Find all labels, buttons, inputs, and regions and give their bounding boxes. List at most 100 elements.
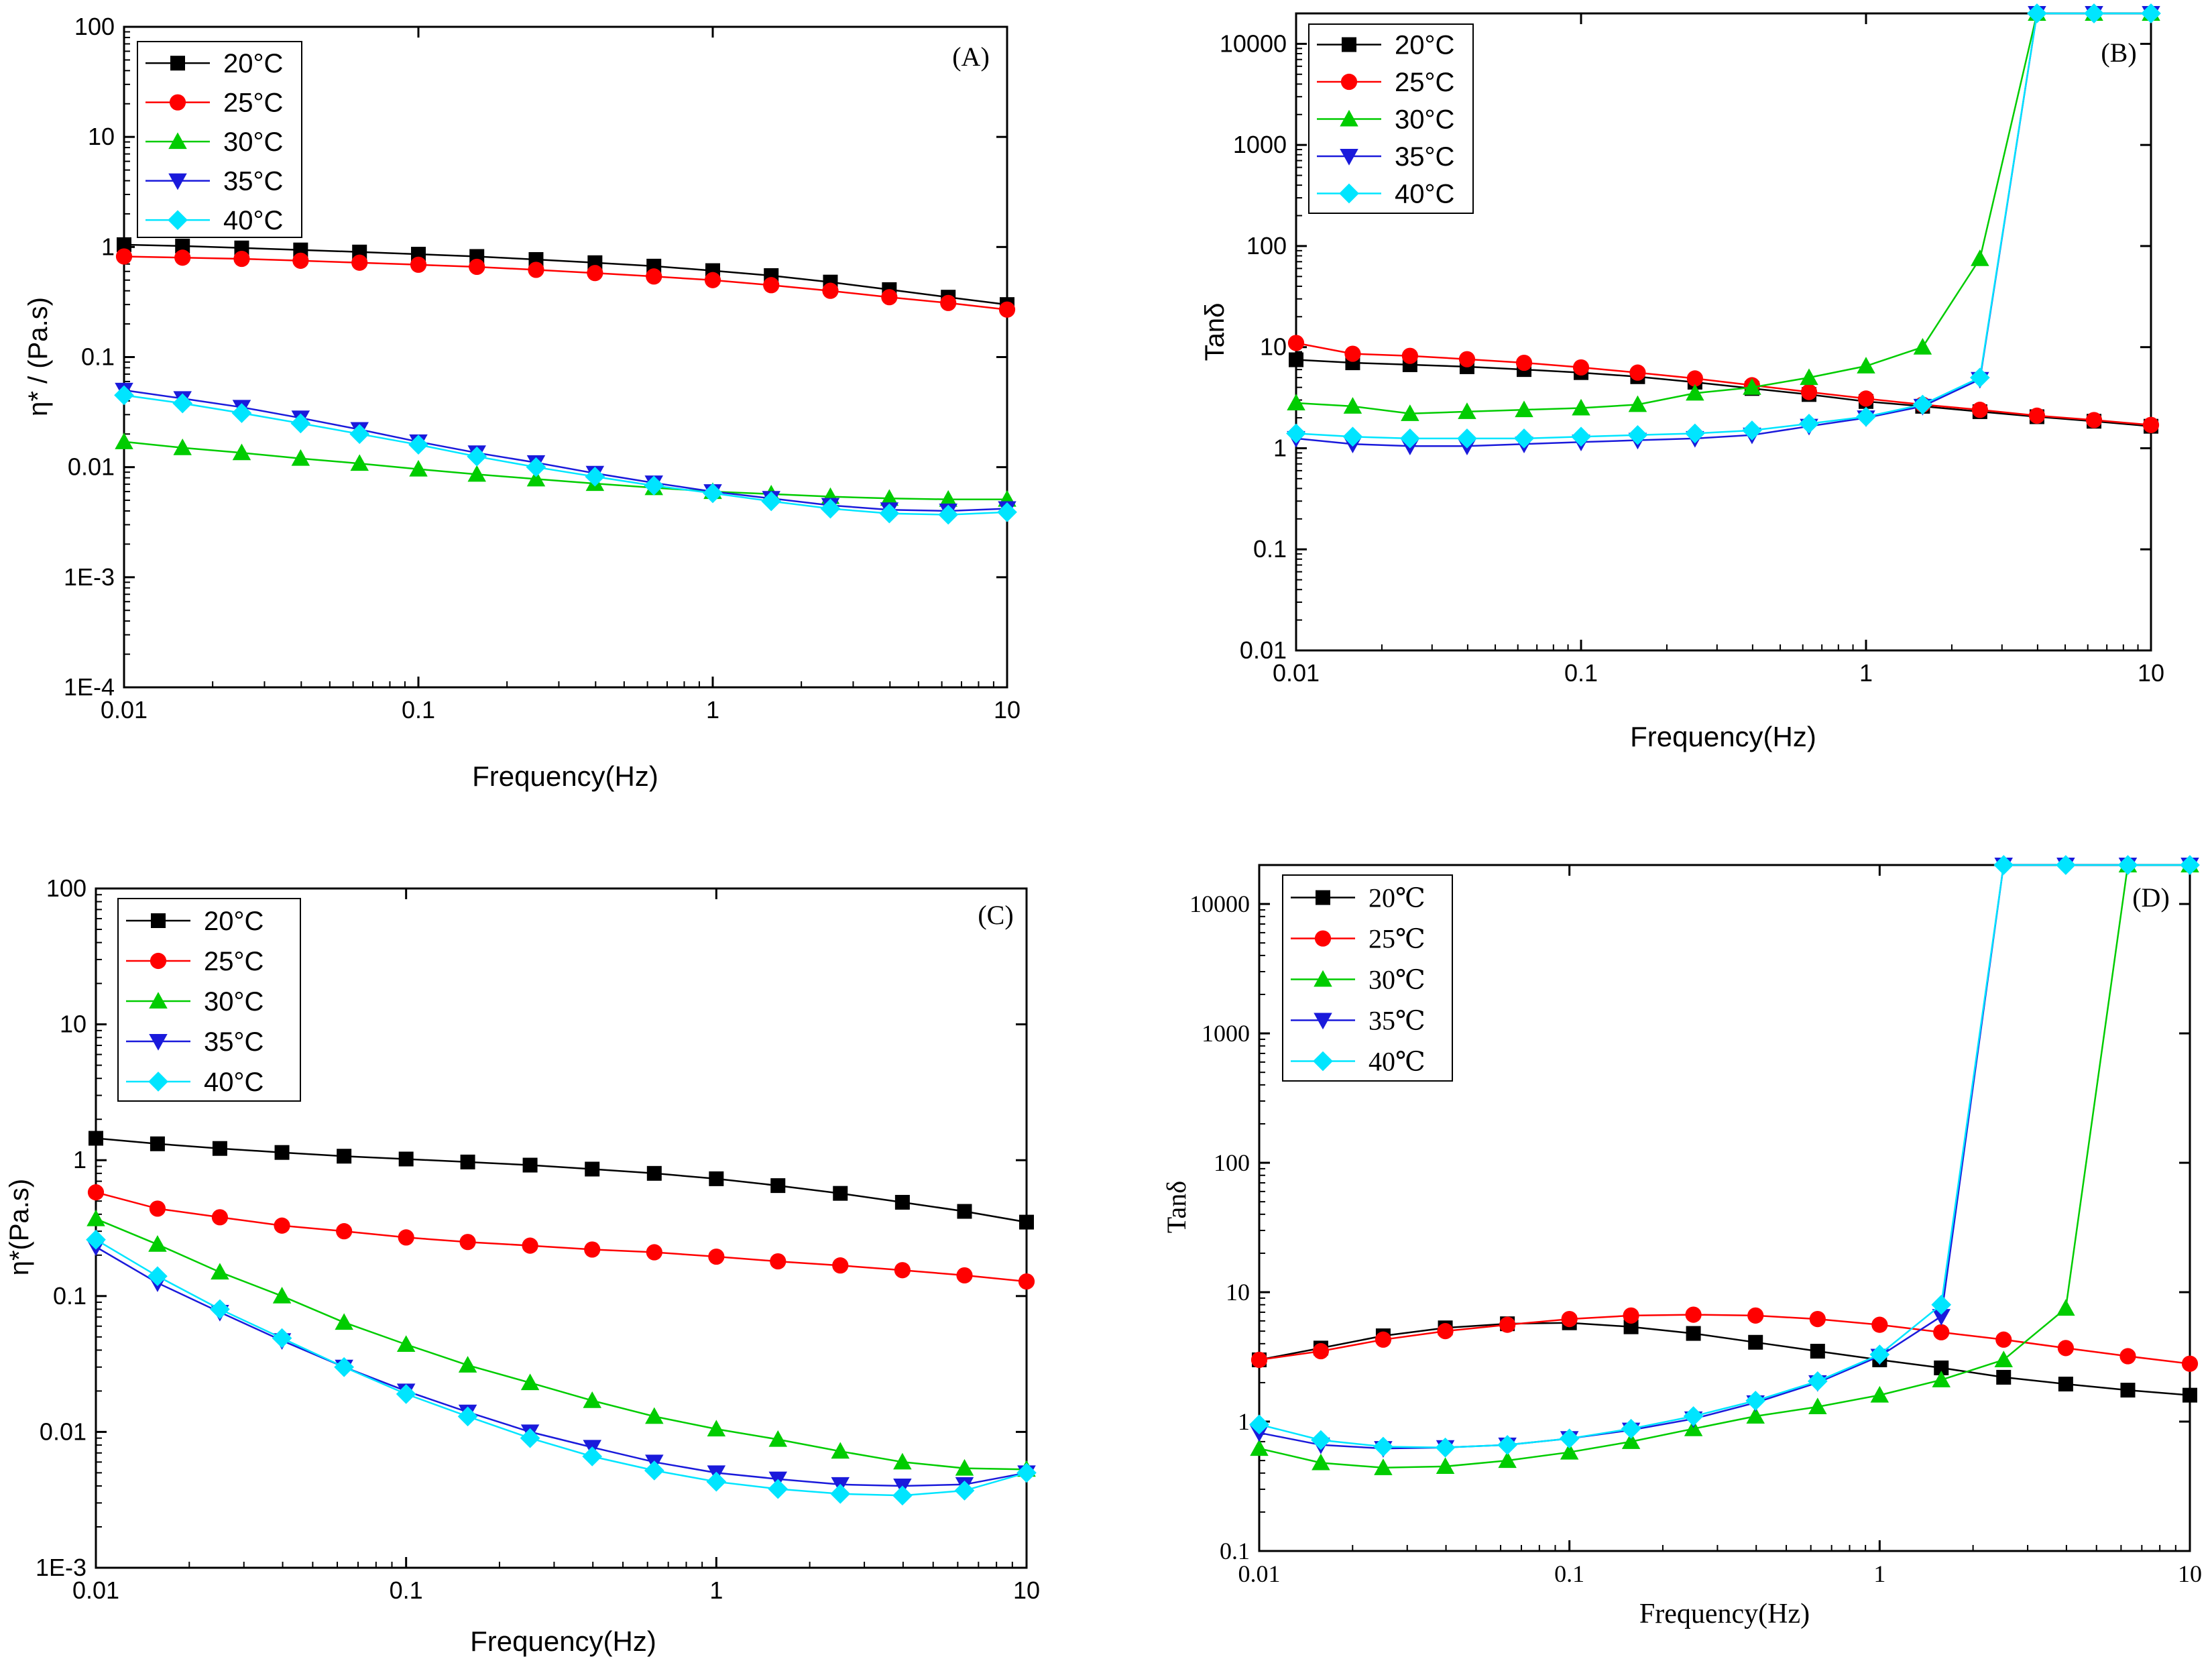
panel-label: (B)	[2101, 38, 2136, 68]
legend-marker	[1339, 183, 1359, 204]
data-point-40	[467, 446, 487, 467]
data-point-40	[272, 1328, 292, 1348]
data-point-40	[2141, 3, 2161, 23]
data-point-25	[1437, 1323, 1454, 1340]
data-point-25	[956, 1267, 973, 1284]
data-point-40	[954, 1481, 975, 1501]
data-point-25	[2119, 1348, 2136, 1365]
y-tick-label: 1	[73, 1146, 86, 1173]
data-point-20	[1623, 1319, 1639, 1334]
y-tick-label: 10000	[1220, 30, 1287, 57]
legend-label: 35℃	[1369, 1006, 1425, 1036]
data-point-25	[1515, 354, 1533, 371]
x-axis-label: Frequency(Hz)	[470, 1625, 656, 1657]
series-line-20	[1259, 1322, 2191, 1396]
legend-item: 25℃	[1291, 924, 1425, 954]
legend-item: 35°C	[145, 167, 283, 196]
data-point-40	[1856, 406, 1876, 427]
legend-box	[1308, 23, 1474, 214]
plot-series	[1286, 3, 2161, 456]
legend-item: 20°C	[1317, 31, 1454, 60]
x-tick-label: 10	[1013, 1576, 1040, 1604]
data-point-30	[893, 1452, 912, 1470]
data-point-30	[148, 1235, 167, 1252]
data-point-20	[117, 237, 131, 252]
data-point-25	[1747, 1307, 1764, 1324]
data-point-25	[1018, 1273, 1035, 1290]
x-tick-label: 0.1	[402, 696, 435, 724]
data-point-30	[526, 469, 546, 487]
data-point-40	[396, 1384, 416, 1404]
data-point-20	[894, 1194, 910, 1210]
y-tick-label: 100	[1214, 1149, 1250, 1176]
y-tick-label: 0.1	[1253, 535, 1287, 563]
data-point-25	[998, 301, 1016, 318]
data-point-40	[1683, 1406, 1704, 1426]
data-point-30	[707, 1420, 726, 1437]
data-point-30	[1994, 1350, 2013, 1367]
data-point-40	[1912, 394, 1933, 415]
legend-marker	[170, 56, 185, 71]
data-point-25	[149, 1200, 166, 1217]
x-tick-label: 10	[994, 696, 1021, 724]
data-point-30	[211, 1263, 229, 1280]
data-point-25	[1561, 1311, 1578, 1328]
data-point-35	[1932, 1309, 1951, 1326]
legend-item: 20℃	[1291, 883, 1425, 913]
y-axis-label: Tanδ	[1161, 1181, 1191, 1233]
series-line-25	[95, 1191, 1027, 1283]
data-point-20	[2182, 1387, 2197, 1403]
x-tick-label: 0.01	[1273, 659, 1320, 687]
data-point-25	[211, 1209, 229, 1226]
data-point-25	[410, 256, 427, 273]
data-point-40	[2027, 3, 2047, 23]
data-point-20	[1748, 1334, 1763, 1350]
legend-label: 20°C	[1395, 31, 1454, 60]
legend-marker	[1313, 1051, 1333, 1072]
legend-marker	[1340, 149, 1358, 166]
legend-box	[1282, 874, 1453, 1082]
data-point-25	[398, 1229, 414, 1246]
panel-label: (D)	[2132, 882, 2170, 913]
y-tick-label: 1000	[1233, 131, 1287, 158]
data-point-20	[1810, 1344, 1825, 1359]
data-point-30	[1312, 1453, 1330, 1471]
legend-label: 35°C	[223, 167, 283, 196]
data-point-25	[2142, 416, 2160, 433]
legend-item: 25°C	[1317, 68, 1454, 97]
series-line-30	[1259, 864, 2190, 1469]
y-tick-label: 0.01	[40, 1418, 86, 1445]
legend-marker	[149, 992, 168, 1009]
plot-series	[86, 1131, 1037, 1506]
data-point-25	[1933, 1324, 1950, 1340]
data-point-20	[150, 1136, 165, 1151]
data-point-20	[1934, 1360, 1949, 1375]
data-point-25	[292, 252, 309, 269]
x-tick-label: 0.1	[1564, 659, 1598, 687]
data-point-40	[938, 504, 959, 525]
data-point-30	[768, 1430, 787, 1447]
data-point-30	[1374, 1458, 1393, 1475]
x-axis-label: Frequency(Hz)	[1630, 721, 1816, 752]
legend-item: 40°C	[126, 1068, 264, 1097]
data-point-25	[587, 265, 603, 282]
data-point-25	[1857, 390, 1875, 407]
legend-box	[117, 898, 301, 1102]
x-tick-label: 10	[2178, 1560, 2202, 1587]
x-tick-label: 1	[706, 696, 719, 724]
legend-marker	[149, 1034, 168, 1051]
x-tick-label: 0.1	[1554, 1560, 1584, 1587]
data-point-40	[703, 483, 723, 504]
data-point-40	[1373, 1436, 1393, 1457]
plot-series	[114, 237, 1017, 525]
data-point-30	[645, 1407, 664, 1424]
panel-label: (A)	[952, 42, 990, 72]
legend-marker	[1342, 37, 1356, 52]
plot-series	[1249, 855, 2200, 1475]
legend-label: 25°C	[204, 947, 264, 976]
data-point-40	[830, 1483, 851, 1504]
x-tick-label: 0.01	[1238, 1560, 1281, 1587]
data-point-25	[233, 250, 250, 268]
legend-marker	[1340, 73, 1358, 91]
data-point-20	[1289, 352, 1303, 367]
